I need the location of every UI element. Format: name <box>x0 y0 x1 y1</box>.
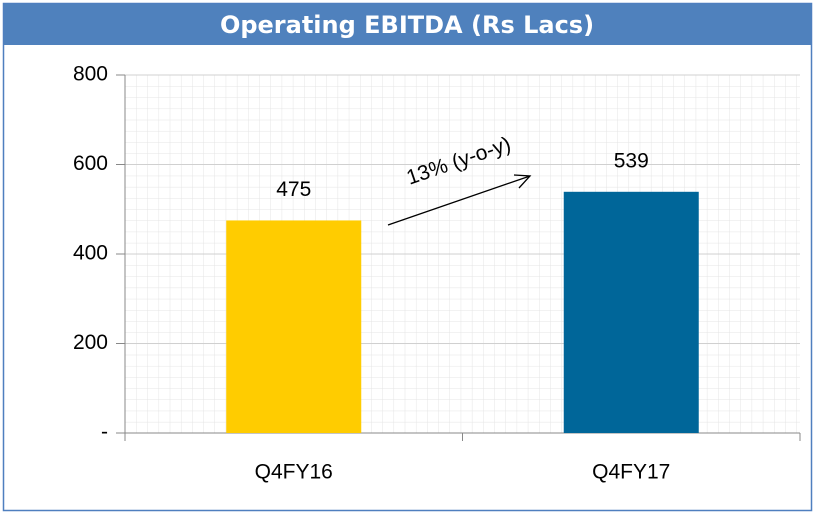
y-tick-label: 200 <box>73 331 108 354</box>
y-tick-label: 800 <box>73 63 108 86</box>
header-bar <box>4 4 811 45</box>
x-tick-label: Q4FY17 <box>592 461 670 484</box>
data-label: 475 <box>276 178 311 201</box>
arrow <box>387 174 532 226</box>
chart-title: Operating EBITDA (Rs Lacs) <box>220 11 594 39</box>
y-tick-label: 400 <box>73 242 108 265</box>
marks <box>226 191 699 433</box>
data-label: 539 <box>614 149 649 172</box>
y-tick-label: 600 <box>73 152 108 175</box>
bar <box>226 220 362 433</box>
y-tick-label: - <box>101 421 108 444</box>
bar <box>563 191 699 433</box>
x-tick-label: Q4FY16 <box>255 461 333 484</box>
